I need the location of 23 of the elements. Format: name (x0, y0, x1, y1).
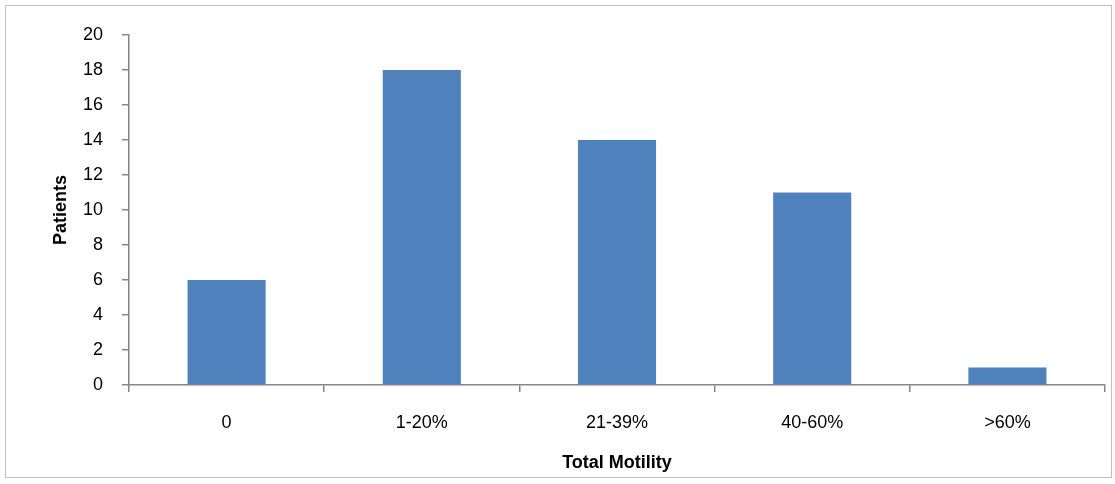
bar (577, 140, 657, 385)
y-tick-label: 2 (92, 338, 103, 359)
x-tick-label: >60% (984, 411, 1031, 432)
y-tick-label: 16 (82, 93, 103, 114)
y-tick-label: 18 (82, 58, 103, 79)
bar (968, 367, 1047, 385)
x-tick-label: 21-39% (585, 411, 649, 432)
y-tick-label: 14 (82, 128, 103, 149)
bar (773, 192, 852, 385)
bar (382, 70, 461, 385)
x-tick-label: 0 (221, 411, 232, 432)
x-axis-title: Total Motility (562, 452, 672, 473)
y-tick-label: 8 (92, 233, 103, 254)
y-tick-label: 0 (92, 373, 103, 394)
x-tick-label: 1-20% (395, 411, 448, 432)
bar (187, 280, 266, 385)
y-axis-title: Patients (49, 174, 70, 246)
y-tick-label: 10 (82, 198, 103, 219)
x-tick-label: 40-60% (781, 411, 844, 432)
y-tick-label: 6 (92, 268, 103, 289)
y-tick-label: 20 (82, 23, 103, 44)
y-tick-label: 4 (92, 303, 103, 324)
y-tick-label: 12 (82, 163, 103, 184)
